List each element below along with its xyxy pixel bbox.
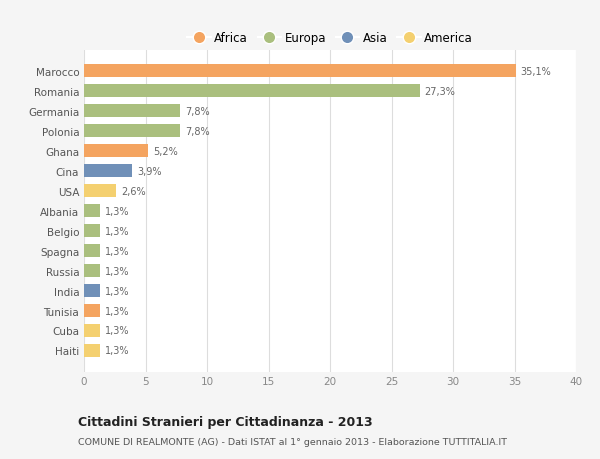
Text: 7,8%: 7,8% bbox=[185, 126, 209, 136]
Text: COMUNE DI REALMONTE (AG) - Dati ISTAT al 1° gennaio 2013 - Elaborazione TUTTITAL: COMUNE DI REALMONTE (AG) - Dati ISTAT al… bbox=[78, 437, 507, 446]
Bar bbox=[84, 325, 100, 337]
Bar bbox=[84, 65, 516, 78]
Text: 35,1%: 35,1% bbox=[521, 67, 551, 77]
Bar bbox=[84, 85, 420, 98]
Bar bbox=[84, 344, 100, 357]
Text: 1,3%: 1,3% bbox=[105, 246, 130, 256]
Text: 27,3%: 27,3% bbox=[425, 87, 455, 96]
Text: 2,6%: 2,6% bbox=[121, 186, 146, 196]
Bar bbox=[84, 285, 100, 297]
Bar bbox=[84, 224, 100, 238]
Text: 3,9%: 3,9% bbox=[137, 166, 161, 176]
Text: 1,3%: 1,3% bbox=[105, 206, 130, 216]
Bar bbox=[84, 304, 100, 317]
Bar bbox=[84, 245, 100, 257]
Legend: Africa, Europa, Asia, America: Africa, Europa, Asia, America bbox=[182, 28, 478, 50]
Bar bbox=[84, 205, 100, 218]
Text: 1,3%: 1,3% bbox=[105, 266, 130, 276]
Text: 7,8%: 7,8% bbox=[185, 106, 209, 117]
Bar bbox=[84, 165, 132, 178]
Bar bbox=[84, 264, 100, 277]
Bar bbox=[84, 145, 148, 158]
Text: 1,3%: 1,3% bbox=[105, 306, 130, 316]
Bar bbox=[84, 185, 116, 198]
Text: 1,3%: 1,3% bbox=[105, 286, 130, 296]
Bar bbox=[84, 105, 180, 118]
Bar bbox=[84, 125, 180, 138]
Text: 1,3%: 1,3% bbox=[105, 226, 130, 236]
Text: 1,3%: 1,3% bbox=[105, 326, 130, 336]
Text: Cittadini Stranieri per Cittadinanza - 2013: Cittadini Stranieri per Cittadinanza - 2… bbox=[78, 415, 373, 428]
Text: 5,2%: 5,2% bbox=[153, 146, 178, 157]
Text: 1,3%: 1,3% bbox=[105, 346, 130, 356]
